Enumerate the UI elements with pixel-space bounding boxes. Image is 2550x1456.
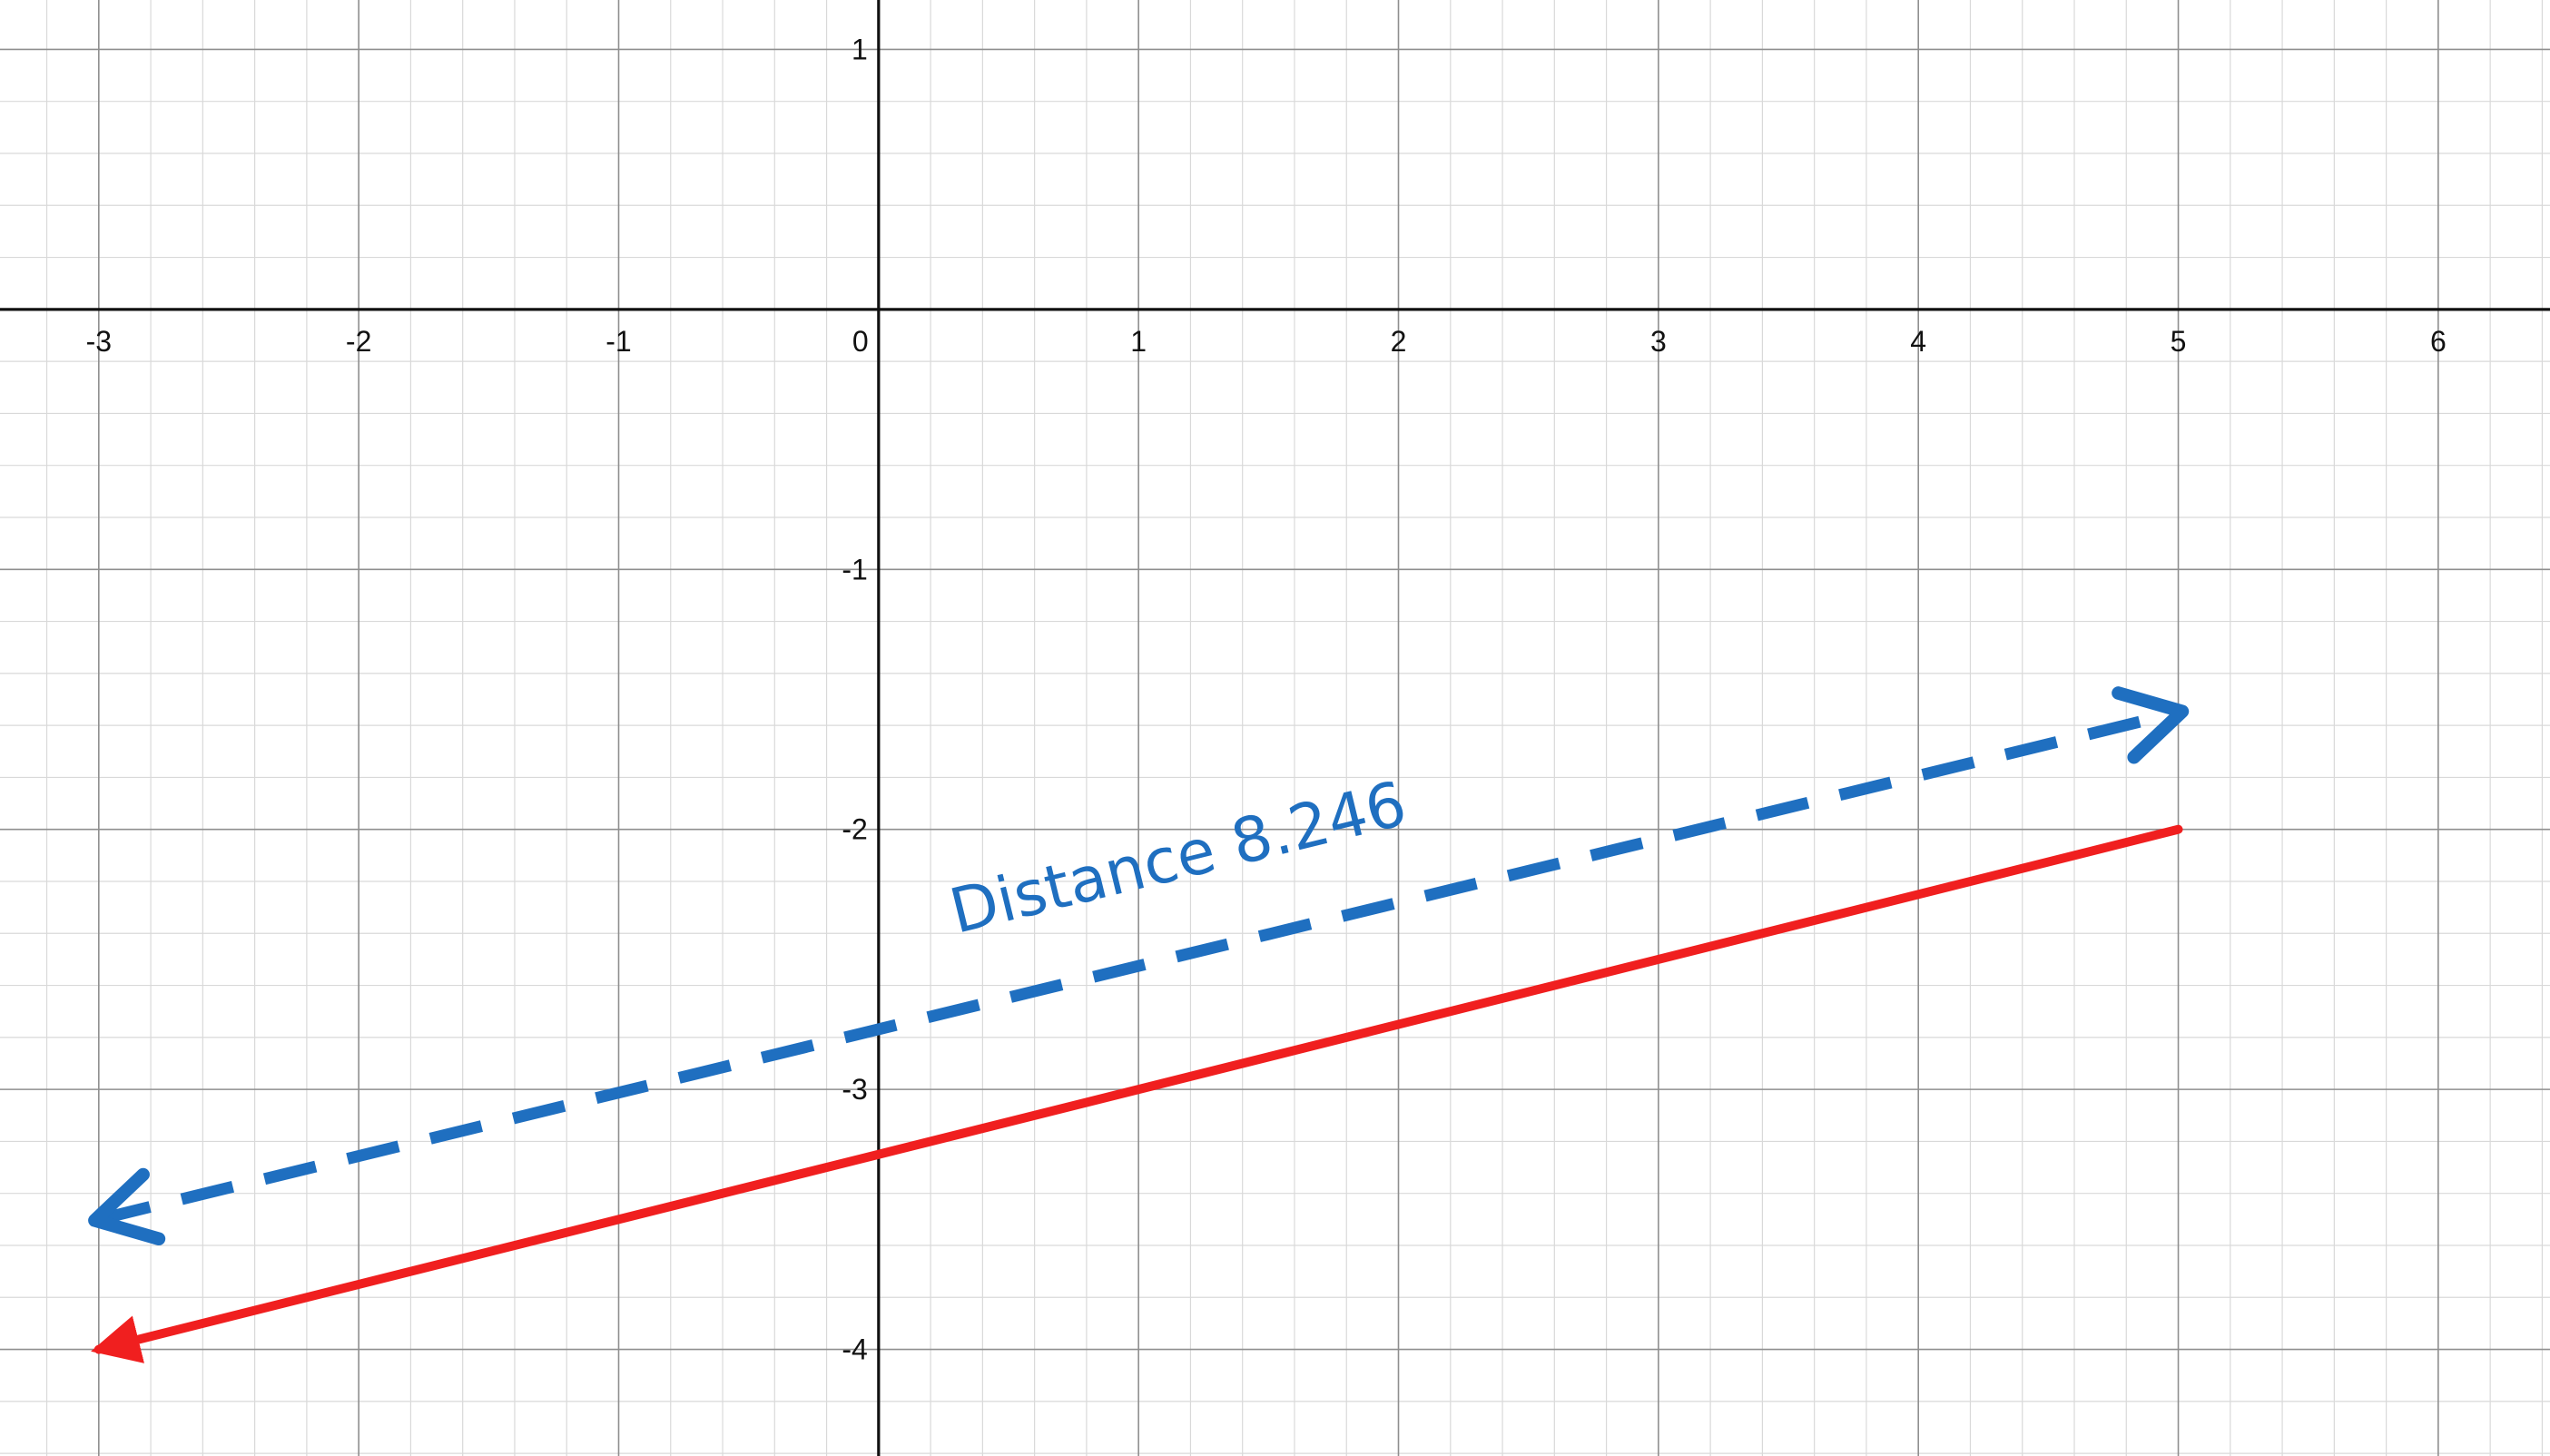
y-tick-label: 1 [852, 33, 868, 65]
x-tick-label: -3 [86, 325, 112, 358]
x-tick-label: 1 [1130, 325, 1147, 358]
x-tick-label: 3 [1650, 325, 1667, 358]
x-tick-label: 4 [1910, 325, 1926, 358]
x-tick-label: 6 [2430, 325, 2447, 358]
y-tick-label: -4 [842, 1333, 867, 1366]
y-tick-label: -3 [842, 1073, 867, 1106]
series-layer [88, 686, 2190, 1363]
x-tick-label: 0 [852, 325, 869, 358]
x-tick-label: -2 [346, 325, 371, 358]
dashed-distance-line [88, 686, 2190, 1245]
x-tick-label: 2 [1391, 325, 1407, 358]
x-tick-label: -1 [606, 325, 631, 358]
y-tick-label: -2 [842, 813, 867, 846]
y-tick-label: -1 [842, 553, 867, 585]
x-tick-label: 5 [2171, 325, 2187, 358]
